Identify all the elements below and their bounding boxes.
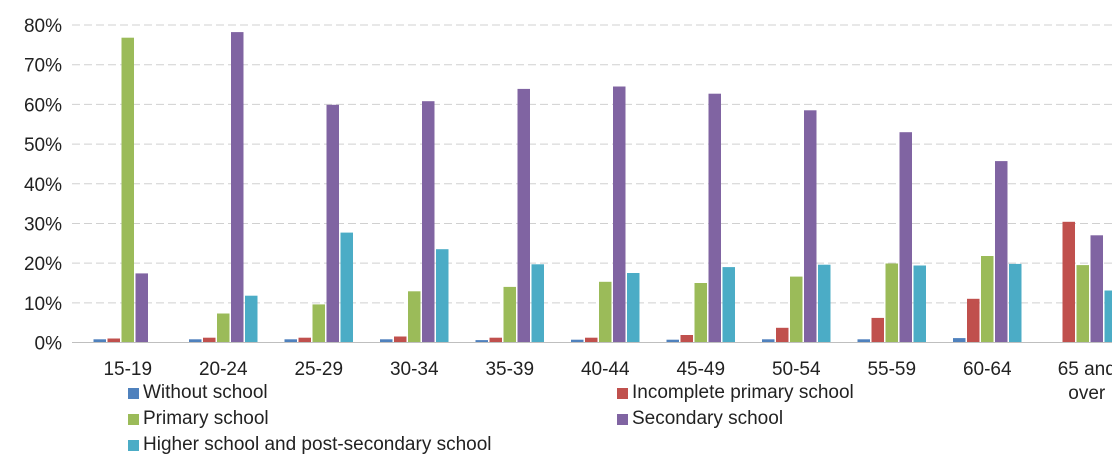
bar xyxy=(475,340,488,343)
legend-label: Primary school xyxy=(143,408,269,429)
legend-swatch xyxy=(617,413,628,425)
bar xyxy=(722,267,735,343)
bar xyxy=(599,281,612,343)
bar xyxy=(818,264,831,343)
bar xyxy=(135,273,148,343)
x-tick-label: 60-64 xyxy=(963,359,1012,380)
bar xyxy=(585,337,598,343)
bar xyxy=(312,304,325,343)
legend-label: Higher school and post-secondary school xyxy=(143,434,492,455)
bar xyxy=(666,339,679,343)
legend: Without school Incomplete primary school… xyxy=(0,380,1112,459)
x-tick-label: 45-49 xyxy=(676,359,725,380)
bar xyxy=(380,339,393,343)
x-tick-label: 50-54 xyxy=(772,359,821,380)
bar xyxy=(93,339,106,343)
legend-label: Without school xyxy=(143,382,268,403)
x-tick-label: 30-34 xyxy=(390,359,439,380)
x-tick-label: 40-44 xyxy=(581,359,630,380)
legend-swatch xyxy=(617,387,628,399)
x-tick-label: 15-19 xyxy=(103,359,152,380)
bar xyxy=(953,338,966,343)
bar xyxy=(871,317,884,343)
bar xyxy=(245,295,258,343)
y-axis-ticks: 0% 10% 20% 30% 40% 50% 60% 70% 80% xyxy=(24,16,62,355)
x-tick-label: 20-24 xyxy=(199,359,248,380)
bar xyxy=(436,249,449,343)
bar xyxy=(394,336,407,343)
bar xyxy=(708,93,721,343)
bar xyxy=(503,286,516,343)
bar xyxy=(231,32,244,343)
x-tick-label: 65 and over xyxy=(1058,359,1112,404)
y-tick-label: 70% xyxy=(24,56,62,77)
bar xyxy=(408,291,421,343)
bar xyxy=(517,88,530,343)
bar xyxy=(1062,221,1075,343)
x-axis-categories: 15-19 20-24 25-29 30-34 35-39 40-44 45-49 50-54… xyxy=(103,359,1112,404)
bar xyxy=(531,264,544,343)
bar xyxy=(422,101,435,343)
bar xyxy=(203,337,216,343)
y-tick-label: 80% xyxy=(24,16,62,37)
legend-item-incomplete-primary: Incomplete primary school xyxy=(617,382,854,404)
y-tick-label: 20% xyxy=(24,254,62,275)
bar-chart: 0% 10% 20% 30% 40% 50% 60% 70% 80% 15-19 20-24 25-… xyxy=(24,16,1112,404)
y-tick-label: 40% xyxy=(24,175,62,196)
bar xyxy=(790,276,803,343)
x-tick-label: 25-29 xyxy=(294,359,343,380)
bar xyxy=(913,265,926,343)
legend-item-primary: Primary school xyxy=(128,408,269,430)
legend-item-without-school: Without school xyxy=(128,382,268,404)
bar xyxy=(680,335,693,343)
legend-label: Incomplete primary school xyxy=(632,382,854,403)
legend-swatch xyxy=(128,413,139,425)
bar xyxy=(284,339,297,343)
bar xyxy=(326,104,339,343)
bar xyxy=(762,339,775,343)
legend-item-secondary: Secondary school xyxy=(617,408,783,430)
bar xyxy=(571,339,584,343)
bar xyxy=(776,327,789,343)
legend-item-higher: Higher school and post-secondary school xyxy=(128,434,492,456)
y-tick-label: 30% xyxy=(24,214,62,235)
bar xyxy=(857,339,870,343)
bar xyxy=(189,339,202,343)
legend-swatch xyxy=(128,387,139,399)
bar xyxy=(694,283,707,343)
bar xyxy=(899,132,912,343)
y-tick-label: 0% xyxy=(35,334,63,355)
gridlines xyxy=(72,24,1112,304)
bar xyxy=(981,256,994,343)
bar xyxy=(627,273,640,343)
bar xyxy=(1090,235,1103,343)
bar xyxy=(121,37,134,343)
legend-label: Secondary school xyxy=(632,408,784,429)
bar xyxy=(995,161,1008,343)
bar xyxy=(967,298,980,343)
bar xyxy=(1104,290,1112,343)
legend-swatch xyxy=(128,439,139,451)
bar xyxy=(107,338,120,343)
bar xyxy=(217,313,230,343)
bars xyxy=(93,32,1112,343)
bar xyxy=(298,337,311,343)
bar xyxy=(885,263,898,343)
bar xyxy=(613,86,626,343)
bar xyxy=(1009,263,1022,343)
bar xyxy=(340,232,353,343)
bar xyxy=(1076,265,1089,343)
x-tick-label: 35-39 xyxy=(485,359,534,380)
y-tick-label: 60% xyxy=(24,95,62,116)
bar xyxy=(804,110,817,343)
x-tick-label: 55-59 xyxy=(867,359,916,380)
bar xyxy=(489,337,502,343)
y-tick-label: 50% xyxy=(24,135,62,156)
y-tick-label: 10% xyxy=(24,294,62,315)
